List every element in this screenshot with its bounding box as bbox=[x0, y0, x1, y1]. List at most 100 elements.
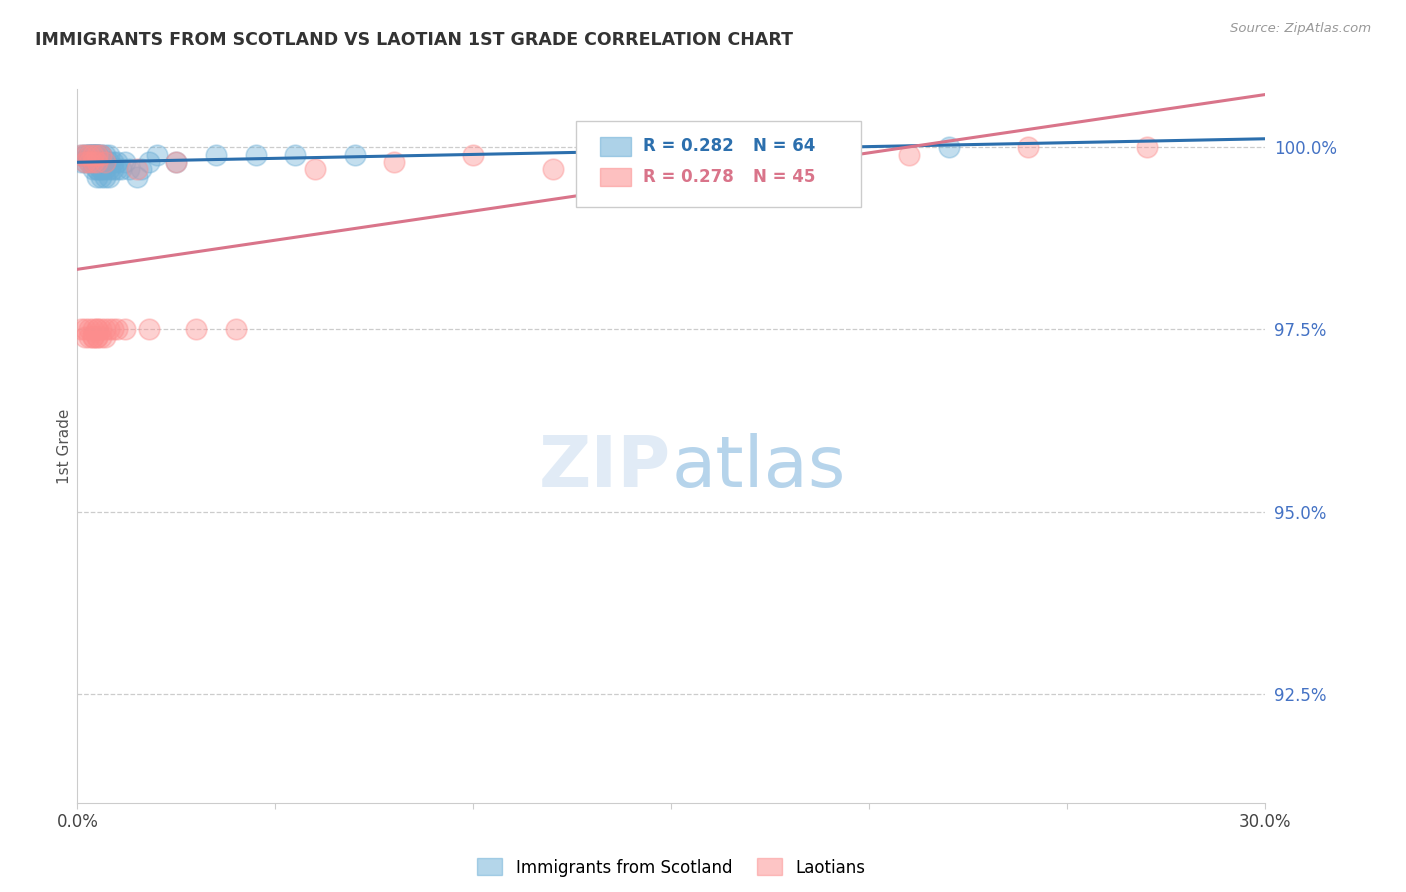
Point bbox=[86, 155, 108, 169]
Point bbox=[86, 147, 108, 161]
Point bbox=[94, 155, 117, 169]
Point bbox=[86, 162, 108, 177]
Point bbox=[86, 155, 108, 169]
Point bbox=[77, 147, 100, 161]
Point bbox=[77, 155, 100, 169]
Point bbox=[75, 147, 97, 161]
Point bbox=[82, 147, 104, 161]
Point bbox=[165, 155, 187, 169]
Point bbox=[77, 147, 100, 161]
Point bbox=[75, 147, 97, 161]
Point bbox=[82, 147, 104, 161]
Point bbox=[82, 147, 104, 161]
FancyBboxPatch shape bbox=[600, 137, 631, 155]
Point bbox=[82, 147, 104, 161]
Point bbox=[90, 147, 112, 161]
Point bbox=[581, 140, 603, 154]
Point bbox=[145, 147, 167, 161]
Point bbox=[94, 322, 117, 336]
Point bbox=[101, 162, 124, 177]
Point bbox=[138, 155, 160, 169]
Point bbox=[779, 155, 801, 169]
Point bbox=[90, 330, 112, 344]
Point bbox=[110, 162, 132, 177]
Point bbox=[186, 322, 208, 336]
Point bbox=[82, 155, 104, 169]
Point bbox=[94, 155, 117, 169]
Point bbox=[86, 155, 108, 169]
Point bbox=[82, 330, 104, 344]
Point bbox=[343, 147, 366, 161]
Point bbox=[77, 330, 100, 344]
Point bbox=[1136, 140, 1159, 154]
Point bbox=[82, 162, 104, 177]
Point bbox=[82, 155, 104, 169]
Point bbox=[75, 155, 97, 169]
Text: IMMIGRANTS FROM SCOTLAND VS LAOTIAN 1ST GRADE CORRELATION CHART: IMMIGRANTS FROM SCOTLAND VS LAOTIAN 1ST … bbox=[35, 31, 793, 49]
Point bbox=[90, 155, 112, 169]
Point bbox=[82, 147, 104, 161]
Point bbox=[541, 162, 564, 177]
Point bbox=[284, 147, 307, 161]
Point bbox=[105, 162, 128, 177]
Point bbox=[86, 147, 108, 161]
Point bbox=[101, 322, 124, 336]
Point bbox=[125, 169, 148, 184]
Point bbox=[114, 322, 136, 336]
Point bbox=[98, 147, 121, 161]
Point bbox=[90, 162, 112, 177]
Point bbox=[70, 147, 93, 161]
Point bbox=[86, 330, 108, 344]
Point bbox=[245, 147, 267, 161]
Point bbox=[77, 322, 100, 336]
Point bbox=[105, 155, 128, 169]
Point bbox=[77, 147, 100, 161]
Point bbox=[94, 155, 117, 169]
Point bbox=[661, 155, 683, 169]
Point bbox=[138, 322, 160, 336]
Point bbox=[86, 322, 108, 336]
Point bbox=[86, 147, 108, 161]
Point bbox=[86, 162, 108, 177]
Point bbox=[70, 147, 93, 161]
Point bbox=[86, 147, 108, 161]
Point bbox=[90, 169, 112, 184]
Point bbox=[1017, 140, 1039, 154]
Point bbox=[90, 147, 112, 161]
Point bbox=[101, 155, 124, 169]
Point bbox=[90, 155, 112, 169]
Point bbox=[118, 162, 141, 177]
Point bbox=[94, 330, 117, 344]
Point bbox=[98, 322, 121, 336]
Point bbox=[225, 322, 247, 336]
Point bbox=[90, 147, 112, 161]
Point bbox=[82, 322, 104, 336]
Point bbox=[70, 322, 93, 336]
Point bbox=[77, 147, 100, 161]
Point bbox=[304, 162, 326, 177]
Point bbox=[94, 162, 117, 177]
Point bbox=[82, 330, 104, 344]
Text: R = 0.278: R = 0.278 bbox=[643, 168, 734, 186]
Text: ZIP: ZIP bbox=[538, 433, 672, 502]
Point bbox=[382, 155, 405, 169]
Point bbox=[77, 155, 100, 169]
Point bbox=[165, 155, 187, 169]
Point bbox=[105, 322, 128, 336]
FancyBboxPatch shape bbox=[600, 168, 631, 186]
Point bbox=[70, 155, 93, 169]
Point bbox=[86, 322, 108, 336]
Point bbox=[94, 169, 117, 184]
Point bbox=[90, 162, 112, 177]
Text: N = 45: N = 45 bbox=[754, 168, 815, 186]
Point bbox=[75, 322, 97, 336]
Point bbox=[86, 155, 108, 169]
Y-axis label: 1st Grade: 1st Grade bbox=[56, 409, 72, 483]
Point bbox=[94, 147, 117, 161]
Point bbox=[82, 155, 104, 169]
Point bbox=[205, 147, 228, 161]
Text: R = 0.282: R = 0.282 bbox=[643, 137, 734, 155]
Text: N = 64: N = 64 bbox=[754, 137, 815, 155]
Point bbox=[98, 155, 121, 169]
FancyBboxPatch shape bbox=[576, 121, 862, 207]
